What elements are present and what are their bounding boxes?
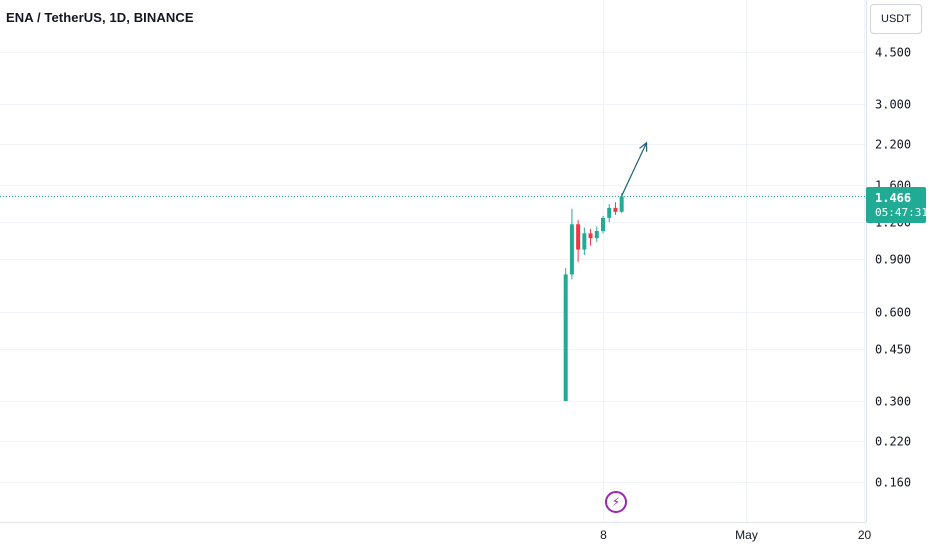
chart-title: ENA / TetherUS, 1D, BINANCE <box>6 10 194 25</box>
arrow-line <box>621 142 648 197</box>
arrow-annotation[interactable] <box>621 141 648 197</box>
time-axis[interactable]: 8 May 20 <box>600 528 871 542</box>
time-tick-label: 8 <box>600 528 607 542</box>
candles <box>563 193 624 401</box>
lightning-bolt-icon[interactable]: ⚡ <box>605 491 627 513</box>
candle-body <box>594 231 599 239</box>
time-tick-label: May <box>735 528 758 542</box>
price-tick-label: 3.000 <box>875 98 911 112</box>
candle-body <box>563 274 568 401</box>
price-tick-label: 0.450 <box>875 343 911 357</box>
candle-body <box>582 233 587 250</box>
last-price-label: 1.466 <box>875 190 912 205</box>
candle-body <box>576 224 581 250</box>
last-price-tag: 1.466 05:47:31 <box>866 187 928 223</box>
candle-body <box>607 207 612 218</box>
time-tick-label: 20 <box>858 528 872 542</box>
arrow-head <box>639 141 648 152</box>
price-axis[interactable]: 4.5003.0002.2001.6001.2000.9000.6000.450… <box>875 46 911 490</box>
candle-body <box>569 224 574 275</box>
candle-body <box>613 207 618 212</box>
grid <box>0 0 867 523</box>
price-tick-label: 0.900 <box>875 253 911 267</box>
price-tick-label: 0.220 <box>875 435 911 449</box>
currency-button[interactable]: USDT <box>870 4 922 34</box>
price-tick-label: 2.200 <box>875 138 911 152</box>
bar-countdown-label: 05:47:31 <box>875 205 928 219</box>
candle-body <box>619 196 624 212</box>
candle-body <box>601 217 605 232</box>
price-tick-label: 0.160 <box>875 476 911 490</box>
price-tick-label: 0.600 <box>875 306 911 320</box>
price-tick-label: 4.500 <box>875 46 911 60</box>
price-tick-label: 0.300 <box>875 395 911 409</box>
candle-body <box>588 233 593 239</box>
